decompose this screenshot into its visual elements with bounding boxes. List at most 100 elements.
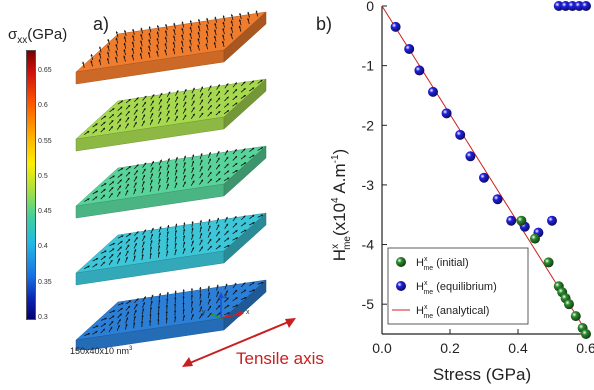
magnetization-arrowhead <box>126 183 129 187</box>
magnetization-arrowhead <box>199 299 202 302</box>
magnetization-arrowhead <box>217 151 220 154</box>
magnetization-arrowhead <box>175 115 178 119</box>
magnetization-arrowhead <box>140 40 143 43</box>
magnetization-arrowhead <box>144 95 147 99</box>
magnetization-arrowhead <box>156 44 159 47</box>
magnetization-arrowhead <box>191 227 194 230</box>
ylabel-unit-exp: -1 <box>330 154 341 163</box>
series-initial-point <box>530 233 540 244</box>
series-equilibrium-point <box>506 215 517 226</box>
magnetization-arrowhead <box>214 23 217 26</box>
series-initial-point <box>581 329 591 339</box>
magnetization-arrowhead <box>143 168 146 171</box>
magnetization-arrowhead <box>205 30 209 33</box>
magnetization-arrowhead <box>95 190 98 193</box>
magnetization-arrowhead <box>189 20 192 23</box>
magnetization-arrowhead <box>238 19 242 22</box>
magnetization-arrowhead <box>209 305 211 308</box>
magnetization-arrowhead <box>206 17 209 21</box>
y-tick-label: -2 <box>362 117 375 133</box>
magnetization-arrowhead <box>157 318 160 321</box>
colorbar-tick-label: 0.6 <box>38 102 48 110</box>
magnetization-arrowhead <box>167 104 170 107</box>
magnetization-arrowhead <box>235 163 238 166</box>
magnetization-arrowhead <box>184 89 187 92</box>
magnetization-arrowhead <box>243 95 246 98</box>
magnetization-arrowhead <box>234 290 237 293</box>
magnetization-arrowhead <box>136 97 139 100</box>
magnetization-arrowhead <box>208 158 211 161</box>
legend-entry-label: Hx me (initial) <box>416 256 469 272</box>
series-equilibrium-point <box>414 65 425 76</box>
magnetization-arrowhead <box>120 173 123 176</box>
magnetization-arrowhead <box>133 316 136 319</box>
magnetization-arrowhead <box>191 240 194 243</box>
magnetization-arrowhead <box>149 246 153 249</box>
magnetization-arrowhead <box>190 288 194 291</box>
magnetization-arrowhead <box>87 265 90 268</box>
magnetization-arrowhead <box>141 254 144 257</box>
magnetization-arrowhead <box>190 294 194 297</box>
magnetization-arrowhead <box>119 313 122 316</box>
magnetization-arrowhead <box>226 156 229 160</box>
magnetization-arrowhead <box>102 328 105 331</box>
magnetization-arrowhead <box>164 43 167 46</box>
legend-marker <box>396 257 406 267</box>
magnetization-arrowhead <box>225 290 228 293</box>
legend-entry-label: Hx me (analytical) <box>416 304 489 320</box>
magnetization-arrowhead <box>128 166 131 169</box>
magnetization-arrowhead <box>243 148 246 151</box>
magnetization-arrowhead <box>175 102 178 106</box>
magnetization-arrowhead <box>182 235 186 238</box>
magnetization-arrowhead <box>147 51 151 55</box>
magnetization-arrowhead <box>165 304 169 307</box>
magnetization-arrowhead <box>238 25 241 28</box>
magnetization-arrowhead <box>192 167 195 170</box>
colorbar-title: σxx(GPa) <box>8 26 67 46</box>
tensile-arrowhead-end <box>285 318 296 328</box>
magnetization-arrowhead <box>209 85 212 88</box>
magnetization-arrowhead <box>104 317 107 320</box>
magnetization-arrowhead <box>192 247 195 250</box>
magnetization-arrowhead <box>127 111 130 114</box>
magnetization-arrowhead <box>218 171 221 174</box>
magnetization-arrowhead <box>225 216 228 220</box>
magnetization-arrowhead <box>112 315 115 318</box>
magnetization-arrowhead <box>175 176 178 179</box>
series-equilibrium-point <box>390 21 401 32</box>
series-equilibrium-point <box>581 1 591 11</box>
slab-side-face <box>223 78 267 130</box>
magnetization-slabs <box>75 10 267 350</box>
series-initial-point <box>516 215 527 226</box>
magnetization-arrowhead <box>111 114 114 117</box>
magnetization-arrowhead <box>182 315 186 318</box>
magnetization-arrowhead <box>112 242 115 245</box>
magnetization-arrowhead <box>159 99 162 102</box>
magnetization-arrowhead <box>165 24 168 27</box>
magnetization-arrowhead <box>118 258 121 261</box>
magnetization-arrowhead <box>216 217 220 221</box>
magnetization-arrowhead <box>226 297 229 300</box>
magnetization-arrowhead <box>200 246 203 249</box>
magnetization-arrowhead <box>149 313 152 316</box>
slab-side-face <box>223 279 267 331</box>
magnetization-arrowhead <box>199 293 202 296</box>
magnetization-arrowhead <box>148 319 152 322</box>
magnetization-arrowhead <box>165 310 168 313</box>
magnetization-arrowhead <box>252 282 255 285</box>
magnetization-arrowhead <box>209 238 212 242</box>
magnetization-arrowhead <box>166 250 169 253</box>
magnetization-arrowhead <box>104 183 107 186</box>
magnetization-arrowhead <box>151 106 154 109</box>
magnetization-arrowhead <box>142 174 146 178</box>
magnetization-arrowhead <box>134 188 137 191</box>
magnetization-arrowhead <box>142 302 145 305</box>
magnetization-arrowhead <box>260 79 263 82</box>
magnetization-arrowhead <box>166 244 169 247</box>
magnetization-arrowhead <box>175 223 178 226</box>
ylabel-close: ) <box>330 149 349 155</box>
magnetization-arrowhead <box>164 49 167 52</box>
magnetization-arrowhead <box>115 56 118 59</box>
magnetization-arrowhead <box>234 156 237 159</box>
magnetization-arrowhead <box>98 46 102 49</box>
